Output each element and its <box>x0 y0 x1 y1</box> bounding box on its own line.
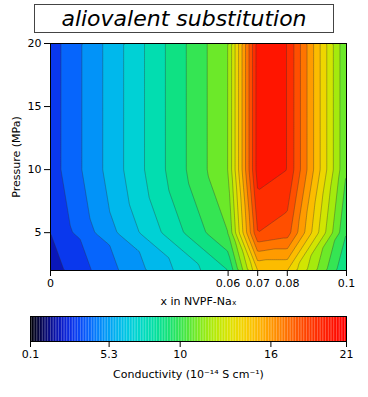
svg-text:x in NVPF-Naₓ: x in NVPF-Naₓ <box>160 295 236 308</box>
svg-text:0.1: 0.1 <box>22 348 40 361</box>
svg-text:0.08: 0.08 <box>275 277 300 290</box>
svg-text:0.1: 0.1 <box>338 277 356 290</box>
svg-text:20: 20 <box>28 37 42 50</box>
svg-text:16: 16 <box>264 348 278 361</box>
svg-text:5.3: 5.3 <box>100 348 118 361</box>
svg-text:Pressure (MPa): Pressure (MPa) <box>10 116 23 197</box>
svg-text:21: 21 <box>340 348 354 361</box>
svg-text:0.06: 0.06 <box>216 277 241 290</box>
svg-text:10: 10 <box>173 348 187 361</box>
html-text:aliovalent substitution: aliovalent substitution <box>61 6 307 31</box>
svg-text:0: 0 <box>47 277 54 290</box>
svg-text:Conductivity (10⁻¹⁴ S cm⁻¹): Conductivity (10⁻¹⁴ S cm⁻¹) <box>113 368 264 381</box>
svg-text:10: 10 <box>28 163 42 176</box>
svg-text:15: 15 <box>28 100 42 113</box>
svg-text:5: 5 <box>35 226 42 239</box>
svg-text:0.07: 0.07 <box>245 277 270 290</box>
